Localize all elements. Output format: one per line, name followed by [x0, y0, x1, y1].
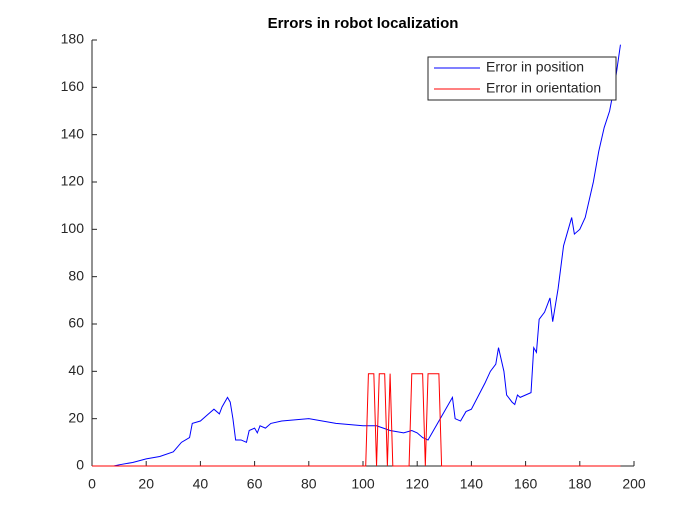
data-line — [92, 373, 621, 467]
y-tick-label: 20 — [68, 409, 84, 425]
x-tick-label: 100 — [351, 476, 375, 492]
y-tick-label: 120 — [61, 173, 85, 189]
x-tick-label: 20 — [138, 476, 154, 492]
y-tick-label: 60 — [68, 315, 84, 331]
y-tick-label: 180 — [61, 31, 85, 47]
data-line — [92, 44, 621, 467]
x-tick-label: 180 — [568, 476, 592, 492]
legend-box — [427, 56, 617, 101]
y-tick-label: 140 — [61, 125, 85, 141]
legend-label: Error in orientation — [486, 80, 601, 96]
x-tick-label: 80 — [301, 476, 317, 492]
x-tick-label: 200 — [622, 476, 646, 492]
chart-title: Errors in robot localization — [268, 15, 459, 32]
y-tick-label: 80 — [68, 267, 84, 283]
y-tick-label: 160 — [61, 78, 85, 94]
x-tick-label: 0 — [88, 476, 96, 492]
legend-label: Error in position — [486, 59, 584, 75]
x-tick-label: 120 — [406, 476, 430, 492]
x-tick-label: 160 — [514, 476, 538, 492]
x-tick-label: 40 — [193, 476, 209, 492]
x-tick-label: 140 — [460, 476, 484, 492]
y-tick-label: 0 — [76, 457, 84, 473]
x-tick-label: 60 — [247, 476, 263, 492]
y-tick-label: 40 — [68, 362, 84, 378]
y-tick-label: 100 — [61, 220, 85, 236]
